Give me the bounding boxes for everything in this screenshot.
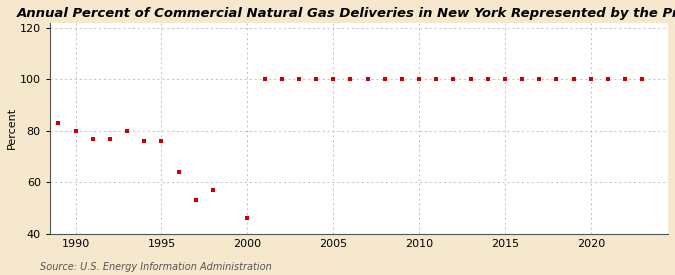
Point	[500, 77, 510, 81]
Point	[190, 198, 201, 203]
Point	[516, 77, 527, 81]
Point	[156, 139, 167, 143]
Point	[139, 139, 150, 143]
Point	[225, 234, 236, 239]
Point	[534, 77, 545, 81]
Point	[328, 77, 339, 81]
Point	[259, 77, 270, 81]
Point	[465, 77, 476, 81]
Point	[379, 77, 390, 81]
Point	[551, 77, 562, 81]
Point	[122, 129, 132, 133]
Point	[620, 77, 630, 81]
Title: Annual Percent of Commercial Natural Gas Deliveries in New York Represented by t: Annual Percent of Commercial Natural Gas…	[17, 7, 675, 20]
Point	[448, 77, 459, 81]
Point	[208, 188, 219, 192]
Text: Source: U.S. Energy Information Administration: Source: U.S. Energy Information Administ…	[40, 262, 272, 272]
Point	[345, 77, 356, 81]
Point	[53, 121, 64, 125]
Y-axis label: Percent: Percent	[7, 107, 17, 149]
Point	[70, 129, 81, 133]
Point	[362, 77, 373, 81]
Point	[105, 136, 115, 141]
Point	[396, 77, 407, 81]
Point	[414, 77, 425, 81]
Point	[276, 77, 287, 81]
Point	[87, 136, 98, 141]
Point	[483, 77, 493, 81]
Point	[568, 77, 579, 81]
Point	[242, 216, 252, 221]
Point	[637, 77, 648, 81]
Point	[603, 77, 614, 81]
Point	[310, 77, 321, 81]
Point	[294, 77, 304, 81]
Point	[431, 77, 441, 81]
Point	[585, 77, 596, 81]
Point	[173, 170, 184, 174]
